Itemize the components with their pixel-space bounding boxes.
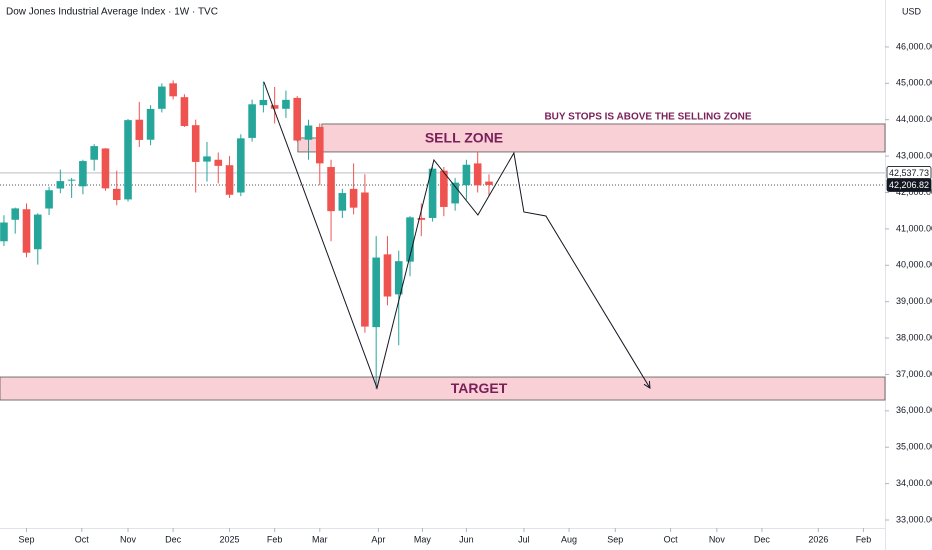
candle-body: [282, 99, 290, 109]
x-tick-label: Feb: [856, 534, 872, 544]
candle-body: [180, 97, 189, 126]
x-tick-label: Dec: [165, 534, 182, 544]
arrow-head: [643, 380, 651, 389]
projection-path: [263, 81, 651, 390]
candle-body: [112, 188, 121, 200]
y-tick-label: 45,000.00: [896, 78, 932, 88]
candle-body: [440, 170, 448, 207]
candle-body: [11, 208, 20, 220]
currency: USD: [902, 6, 922, 16]
candle-body: [124, 120, 132, 200]
zone-label: TARGET: [451, 380, 508, 396]
candle-body: [349, 188, 358, 208]
y-tick-label: 33,000.00: [896, 514, 932, 524]
candle-body: [270, 105, 279, 109]
y-tick-label: 36,000.00: [896, 405, 932, 415]
x-tick-label: 2025: [220, 534, 240, 544]
candle-body: [327, 167, 335, 212]
candle-body: [451, 182, 459, 204]
candle-body: [315, 126, 324, 164]
x-tick-label: Apr: [371, 534, 385, 544]
price-label: 42,206.82: [889, 180, 929, 190]
price-label-bg: [886, 178, 932, 192]
candle-body: [225, 165, 234, 195]
chart-title: Dow Jones Industrial Average Index · 1W …: [6, 7, 218, 18]
x-tick-label: Nov: [120, 534, 137, 544]
candle-body: [485, 181, 493, 185]
y-tick-label: 38,000.00: [896, 332, 932, 342]
candle-body: [169, 83, 177, 97]
x-tick-label: Sep: [18, 534, 34, 544]
candle-body: [146, 108, 155, 140]
candle-body: [394, 261, 403, 295]
y-tick-label: 44,000.00: [896, 114, 932, 124]
x-tick-label: Jun: [459, 534, 474, 544]
candle-body: [214, 159, 223, 166]
candle-body: [56, 181, 65, 189]
candle-body: [462, 164, 471, 186]
x-tick-label: Oct: [75, 534, 90, 544]
zone: [0, 376, 886, 401]
candle-body: [428, 168, 437, 218]
candle-body: [135, 119, 144, 140]
y-tick-label: 46,000.00: [896, 41, 932, 51]
y-tick-label: 42,000.00: [896, 187, 932, 197]
candle-body: [33, 214, 42, 250]
zone-label: SELL ZONE: [425, 130, 503, 146]
candle-body: [158, 86, 166, 109]
candle-body: [406, 217, 414, 262]
candle-body: [473, 163, 482, 186]
candle-body: [383, 254, 392, 297]
y-tick-label: 37,000.00: [896, 369, 932, 379]
y-tick-label: 41,000.00: [896, 223, 932, 233]
candle-body: [304, 125, 313, 140]
zone-note: BUY STOPS IS ABOVE THE SELLING ZONE: [544, 112, 751, 123]
candle-body: [22, 209, 31, 253]
x-tick-label: Mar: [312, 534, 328, 544]
candle-body: [191, 125, 200, 162]
candle-body: [101, 148, 110, 189]
candle-body: [79, 161, 87, 187]
candle-body: [0, 222, 8, 242]
candle-body: [259, 99, 268, 106]
candle-body: [45, 190, 53, 209]
zone: [321, 123, 886, 153]
candle-body: [90, 146, 98, 160]
price-label: 42,537.73: [889, 168, 929, 178]
x-tick-label: Jul: [518, 534, 530, 544]
x-tick-label: Dec: [754, 534, 771, 544]
y-tick-label: 39,000.00: [896, 296, 932, 306]
x-tick-label: 2026: [808, 534, 828, 544]
candle-body: [372, 257, 380, 328]
x-tick-label: Oct: [664, 534, 679, 544]
x-tick-label: Sep: [607, 534, 623, 544]
x-tick-label: May: [414, 534, 432, 544]
candle-body: [361, 192, 369, 327]
candle-body: [338, 193, 347, 211]
candle-body: [417, 217, 426, 220]
candle-body: [203, 156, 211, 162]
x-tick-label: Feb: [267, 534, 283, 544]
candle-body: [293, 97, 302, 141]
y-tick-label: 35,000.00: [896, 442, 932, 452]
x-tick-label: Aug: [561, 534, 577, 544]
candle-body: [67, 179, 76, 181]
y-tick-label: 34,000.00: [896, 478, 932, 488]
candle-body: [237, 138, 245, 193]
y-tick-label: 40,000.00: [896, 260, 932, 270]
candle-body: [248, 104, 256, 138]
x-tick-label: Nov: [709, 534, 726, 544]
y-tick-label: 43,000.00: [896, 150, 932, 160]
